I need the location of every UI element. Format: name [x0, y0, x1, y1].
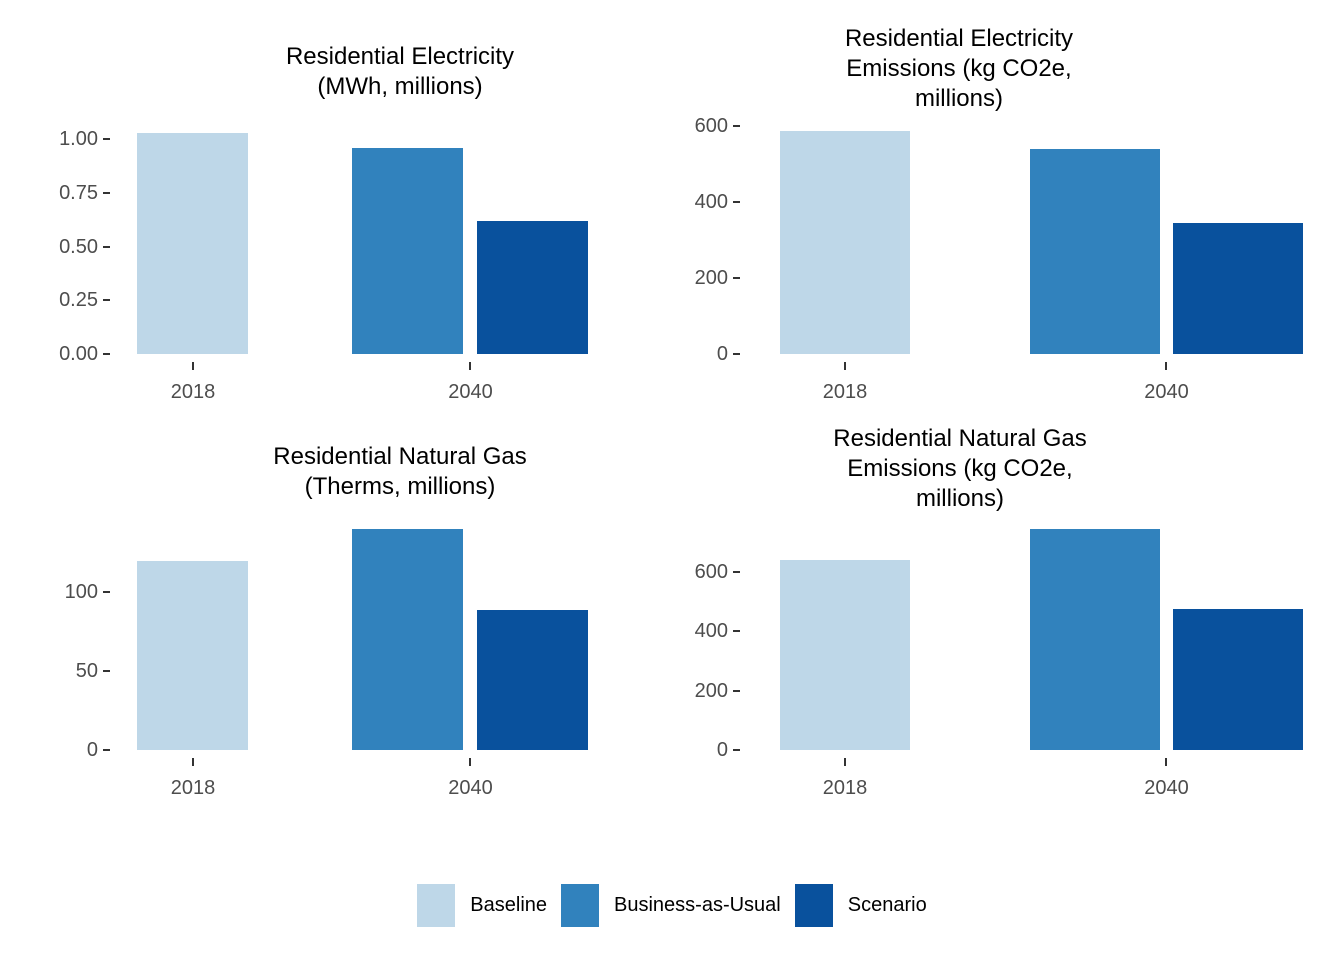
- chart-title-line: Residential Natural Gas: [833, 425, 1087, 452]
- bar-baseline-2018: [779, 131, 910, 354]
- legend-item-business-as-usual: Business-as-Usual: [561, 884, 781, 927]
- chart-title-line: millions): [915, 485, 1004, 512]
- bar-baseline-2018: [136, 132, 248, 354]
- chart-title: Residential Electricity Emissions (kg CO2…: [639, 24, 1279, 114]
- x-axis-tick: [1165, 758, 1168, 766]
- y-axis-tick-label: 0: [716, 343, 728, 365]
- bar-baseline-2018: [779, 560, 910, 750]
- y-axis-tick-label: 200: [694, 266, 728, 289]
- y-axis-tick-label: 0: [86, 739, 98, 761]
- y-axis-tick: [103, 138, 110, 141]
- legend-item-baseline: Baseline: [417, 884, 547, 927]
- bar-scenario-2040: [477, 609, 589, 750]
- chart-title: Residential Electricity (MWh, millions): [80, 42, 720, 102]
- y-axis-tick: [103, 299, 110, 302]
- legend-swatch-business-as-usual: [561, 884, 600, 927]
- y-axis-tick: [103, 670, 110, 673]
- x-axis-tick: [469, 362, 472, 370]
- y-axis-tick: [733, 353, 740, 355]
- y-axis-tick-label: 0.00: [59, 343, 98, 365]
- chart-title-line: (MWh, millions): [317, 73, 483, 100]
- y-axis-tick: [733, 630, 740, 633]
- y-axis-tick: [103, 749, 110, 751]
- y-axis-tick: [733, 200, 740, 203]
- legend-item-scenario: Scenario: [794, 884, 927, 927]
- y-axis-tick: [733, 276, 740, 279]
- chart-title-line: Emissions (kg CO2e,: [846, 55, 1072, 82]
- x-axis-tick-label: 2018: [822, 777, 868, 799]
- chart-title-line: Emissions (kg CO2e,: [847, 455, 1073, 482]
- y-axis-tick: [733, 570, 740, 573]
- chart-title: Residential Natural Gas (Therms, millions…: [80, 442, 720, 502]
- bar-baseline-2018: [136, 560, 248, 750]
- x-axis-tick: [191, 362, 194, 370]
- bar-business-as-usual-2040: [352, 147, 464, 354]
- x-axis-tick-label: 2018: [170, 777, 216, 799]
- y-axis-tick-label: 0.75: [59, 181, 98, 204]
- y-axis-tick: [733, 124, 740, 127]
- x-axis-tick: [191, 758, 194, 766]
- y-axis-tick-label: 0: [716, 739, 728, 761]
- y-axis-tick: [103, 191, 110, 194]
- legend: Baseline Business-as-Usual Scenario: [0, 884, 1344, 927]
- legend-label-baseline: Baseline: [470, 894, 548, 916]
- y-axis-tick-label: 1.00: [59, 128, 98, 151]
- legend-swatch-scenario: [794, 884, 833, 927]
- y-axis-tick: [103, 353, 110, 355]
- y-axis-tick: [103, 245, 110, 248]
- legend-label-scenario: Scenario: [847, 894, 927, 916]
- y-axis-tick-label: 0.25: [59, 289, 98, 312]
- y-axis-tick-label: 400: [694, 190, 728, 213]
- y-axis-tick-label: 600: [694, 560, 728, 583]
- legend-swatch-baseline: [417, 884, 456, 927]
- x-axis-tick-label: 2040: [1144, 381, 1189, 403]
- bar-scenario-2040: [477, 220, 589, 354]
- bar-business-as-usual-2040: [1030, 148, 1160, 354]
- x-axis-tick-label: 2040: [448, 777, 493, 799]
- y-axis-tick-label: 200: [694, 679, 728, 702]
- chart-title-line: (Therms, millions): [304, 473, 496, 500]
- bar-scenario-2040: [1172, 609, 1303, 750]
- y-axis-tick-label: 100: [64, 581, 98, 604]
- x-axis-tick-label: 2040: [448, 381, 493, 403]
- legend-label-business-as-usual: Business-as-Usual: [614, 894, 781, 916]
- x-axis-tick-label: 2018: [822, 381, 868, 403]
- chart-title-line: millions): [914, 85, 1003, 112]
- chart-title-line: Residential Electricity: [285, 43, 515, 70]
- y-axis-tick-label: 600: [694, 114, 728, 137]
- y-axis-tick-label: 0.50: [59, 235, 98, 258]
- y-axis-tick: [733, 689, 740, 692]
- bar-business-as-usual-2040: [1030, 528, 1160, 750]
- y-axis-tick: [733, 749, 740, 751]
- x-axis-tick: [843, 362, 846, 370]
- x-axis-tick-label: 2018: [170, 381, 216, 403]
- x-axis-tick-label: 2040: [1144, 777, 1189, 799]
- x-axis-tick: [843, 758, 846, 766]
- y-axis-tick-label: 50: [75, 660, 98, 683]
- chart-title-line: Residential Natural Gas: [273, 443, 527, 470]
- chart-title: Residential Natural Gas Emissions (kg CO2…: [640, 424, 1280, 514]
- y-axis-tick-label: 400: [694, 620, 728, 643]
- x-axis-tick: [1165, 362, 1168, 370]
- x-axis-tick: [469, 758, 472, 766]
- y-axis-tick: [103, 591, 110, 594]
- bar-business-as-usual-2040: [352, 529, 464, 750]
- bar-scenario-2040: [1172, 222, 1303, 354]
- chart-title-line: Residential Electricity: [844, 25, 1074, 52]
